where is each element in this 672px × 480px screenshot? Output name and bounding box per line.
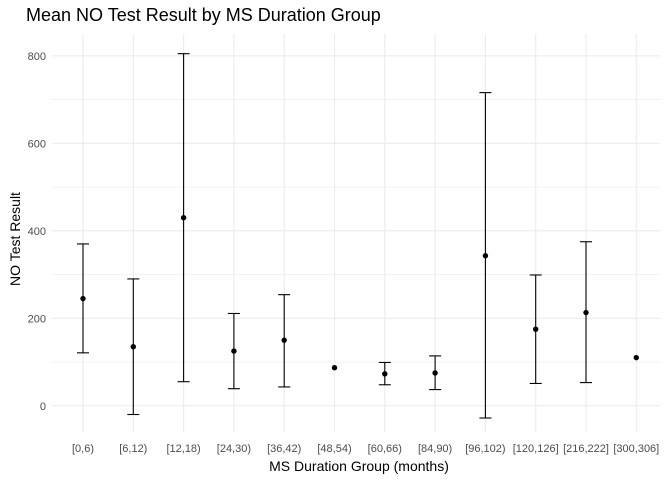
mean-point	[482, 253, 489, 259]
y-tick-label: 200	[28, 313, 46, 325]
y-tick-label: 0	[40, 401, 46, 413]
mean-point	[80, 295, 86, 302]
x-axis-title: MS Duration Group (months)	[269, 458, 449, 474]
x-tick-label: [60,66)	[368, 443, 402, 455]
x-tick-label: [216,222]	[563, 443, 609, 455]
mean-point	[432, 370, 438, 376]
tick-layer: 0 200 400 600 800 [0,6) [6,12) [12,18) [24,30) [3…	[28, 51, 660, 455]
y-tick-label: 800	[28, 51, 46, 63]
x-tick-label: [120,126]	[513, 443, 559, 455]
mean-point	[130, 344, 136, 350]
y-tick-label: 400	[28, 226, 46, 238]
x-tick-label: [48,54)	[317, 443, 351, 455]
chart-title: Mean NO Test Result by MS Duration Group	[26, 5, 381, 25]
x-tick-label: [96,102)	[465, 443, 505, 455]
point-layer	[80, 214, 639, 377]
mean-point	[281, 337, 287, 343]
x-tick-label: [84,90)	[418, 443, 452, 455]
x-tick-label: [6,12)	[119, 443, 147, 455]
mean-point	[331, 365, 338, 371]
mean-point	[633, 354, 639, 361]
mean-point	[533, 326, 539, 332]
x-tick-label: [0,6)	[72, 443, 94, 455]
grid-layer	[52, 34, 660, 432]
x-tick-label: [36,42)	[267, 443, 301, 455]
y-axis-title: NO Test Result	[7, 192, 23, 286]
x-tick-label: [24,30)	[217, 443, 251, 455]
mean-point	[583, 309, 589, 316]
mean-point	[231, 348, 237, 354]
y-tick-label: 600	[28, 138, 46, 150]
mean-point	[382, 371, 388, 377]
x-tick-label: [300,306]	[613, 443, 659, 455]
mean-point	[180, 214, 187, 221]
x-tick-label: [12,18)	[166, 443, 200, 455]
